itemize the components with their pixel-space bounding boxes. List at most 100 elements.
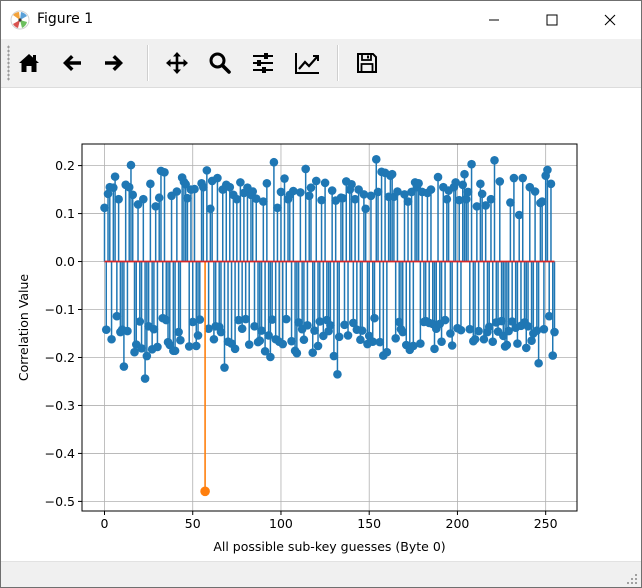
stem-marker [326, 321, 335, 330]
stem-marker [530, 187, 540, 196]
stem-marker [446, 329, 455, 338]
stem-marker [502, 340, 512, 350]
stem-marker [176, 335, 185, 345]
y-tick-label: 0.0 [55, 254, 75, 269]
stem-marker [488, 337, 498, 346]
stem-marker [479, 334, 489, 344]
forward-button[interactable] [98, 47, 130, 79]
stem-marker [220, 363, 229, 372]
y-tick-label: −0.1 [45, 302, 75, 317]
resize-grip-icon[interactable] [626, 573, 638, 585]
stem-marker [334, 332, 344, 342]
x-tick-label: 100 [269, 516, 293, 531]
stem-marker [206, 204, 215, 214]
stem-marker [114, 194, 123, 204]
floppy-disk-icon [357, 53, 377, 73]
stem-marker [248, 187, 258, 196]
stem-marker [356, 335, 365, 345]
stem-marker [193, 331, 203, 340]
stem-marker [257, 326, 266, 335]
stem-marker [172, 187, 182, 196]
y-tick-label: −0.3 [45, 398, 75, 413]
axis-ticks: 0 50 100 150 200 250 −0.5 −0.4 −0.3 −0.2 −0.1 0.0 0.… [45, 158, 558, 531]
home-icon [19, 54, 39, 72]
stem-marker [273, 203, 282, 213]
stem-marker [537, 197, 547, 206]
stem-marker [387, 169, 397, 179]
stem-marker [103, 189, 113, 199]
title-bar[interactable]: Figure 1 [1, 1, 641, 39]
back-button[interactable] [56, 47, 88, 79]
stem-marker [368, 337, 378, 346]
stem-marker [142, 351, 152, 361]
axes-button[interactable] [290, 47, 322, 79]
stem-marker [119, 362, 129, 371]
stem-marker [327, 186, 337, 195]
stem-marker [513, 339, 522, 348]
stem-marker [301, 164, 310, 174]
stem-marker [140, 374, 150, 383]
stem-marker [504, 326, 513, 336]
stem-marker [544, 311, 554, 321]
stem-marker [181, 179, 190, 189]
stem-marker [426, 185, 436, 194]
stem-marker [130, 347, 139, 357]
stem-marker [347, 179, 356, 189]
stem-marker [437, 337, 446, 346]
close-button[interactable] [587, 1, 633, 39]
stem-marker [306, 183, 316, 192]
toolbar-grip[interactable] [7, 45, 10, 81]
window-title: Figure 1 [37, 11, 94, 27]
stem-marker [137, 344, 146, 353]
stem-plot[interactable]: 0 50 100 150 200 250 −0.5 −0.4 −0.3 −0.2 −0.1 0.0 0.… [1, 88, 641, 561]
stem-marker [250, 322, 259, 331]
x-tick-label: 250 [534, 516, 558, 531]
figure-canvas[interactable]: 0 50 100 150 200 250 −0.5 −0.4 −0.3 −0.2 −0.1 0.0 0.… [1, 88, 641, 561]
stem-marker [213, 173, 222, 183]
subplots-button[interactable] [247, 47, 279, 79]
stem-marker [416, 339, 425, 348]
stem-marker [174, 327, 183, 337]
save-button[interactable] [351, 47, 383, 79]
stem-marker [202, 166, 212, 175]
stem-markers [100, 155, 559, 497]
stem-marker [523, 322, 533, 331]
stem-marker [236, 178, 245, 187]
stem-marker [153, 342, 162, 352]
stem-marker [304, 191, 314, 201]
minimize-button[interactable] [471, 1, 517, 39]
stem-marker [154, 193, 164, 203]
stem-marker [151, 202, 160, 211]
maximize-button[interactable] [529, 1, 575, 39]
x-tick-label: 200 [446, 516, 470, 531]
stem-marker [375, 337, 385, 347]
stem-marker [234, 315, 243, 325]
navigation-toolbar [1, 39, 641, 88]
home-button[interactable] [13, 47, 45, 79]
stem-marker [497, 316, 506, 326]
stem-marker [287, 336, 296, 346]
zoom-button[interactable] [204, 47, 236, 79]
stem-marker [112, 311, 122, 321]
stem-marker [382, 347, 392, 357]
stem-marker [123, 326, 132, 336]
stem-marker [447, 341, 457, 350]
stem-marker [204, 324, 213, 333]
stem-marker [539, 324, 549, 334]
stem-marker [280, 174, 289, 183]
stem-marker [188, 317, 198, 327]
stem-marker [199, 182, 208, 192]
y-tick-label: −0.5 [45, 494, 75, 509]
stem-marker [225, 182, 235, 192]
toolbar-separator [337, 45, 339, 81]
stem-marker [100, 203, 109, 213]
stem-marker [338, 193, 348, 203]
stem-marker [269, 157, 279, 167]
stem-marker [430, 344, 439, 354]
stem-marker [467, 159, 476, 169]
stem-marker [398, 327, 408, 337]
stem-marker [527, 336, 536, 345]
stem-marker [133, 200, 143, 209]
stem-marker [160, 168, 169, 177]
pan-button[interactable] [161, 47, 193, 79]
